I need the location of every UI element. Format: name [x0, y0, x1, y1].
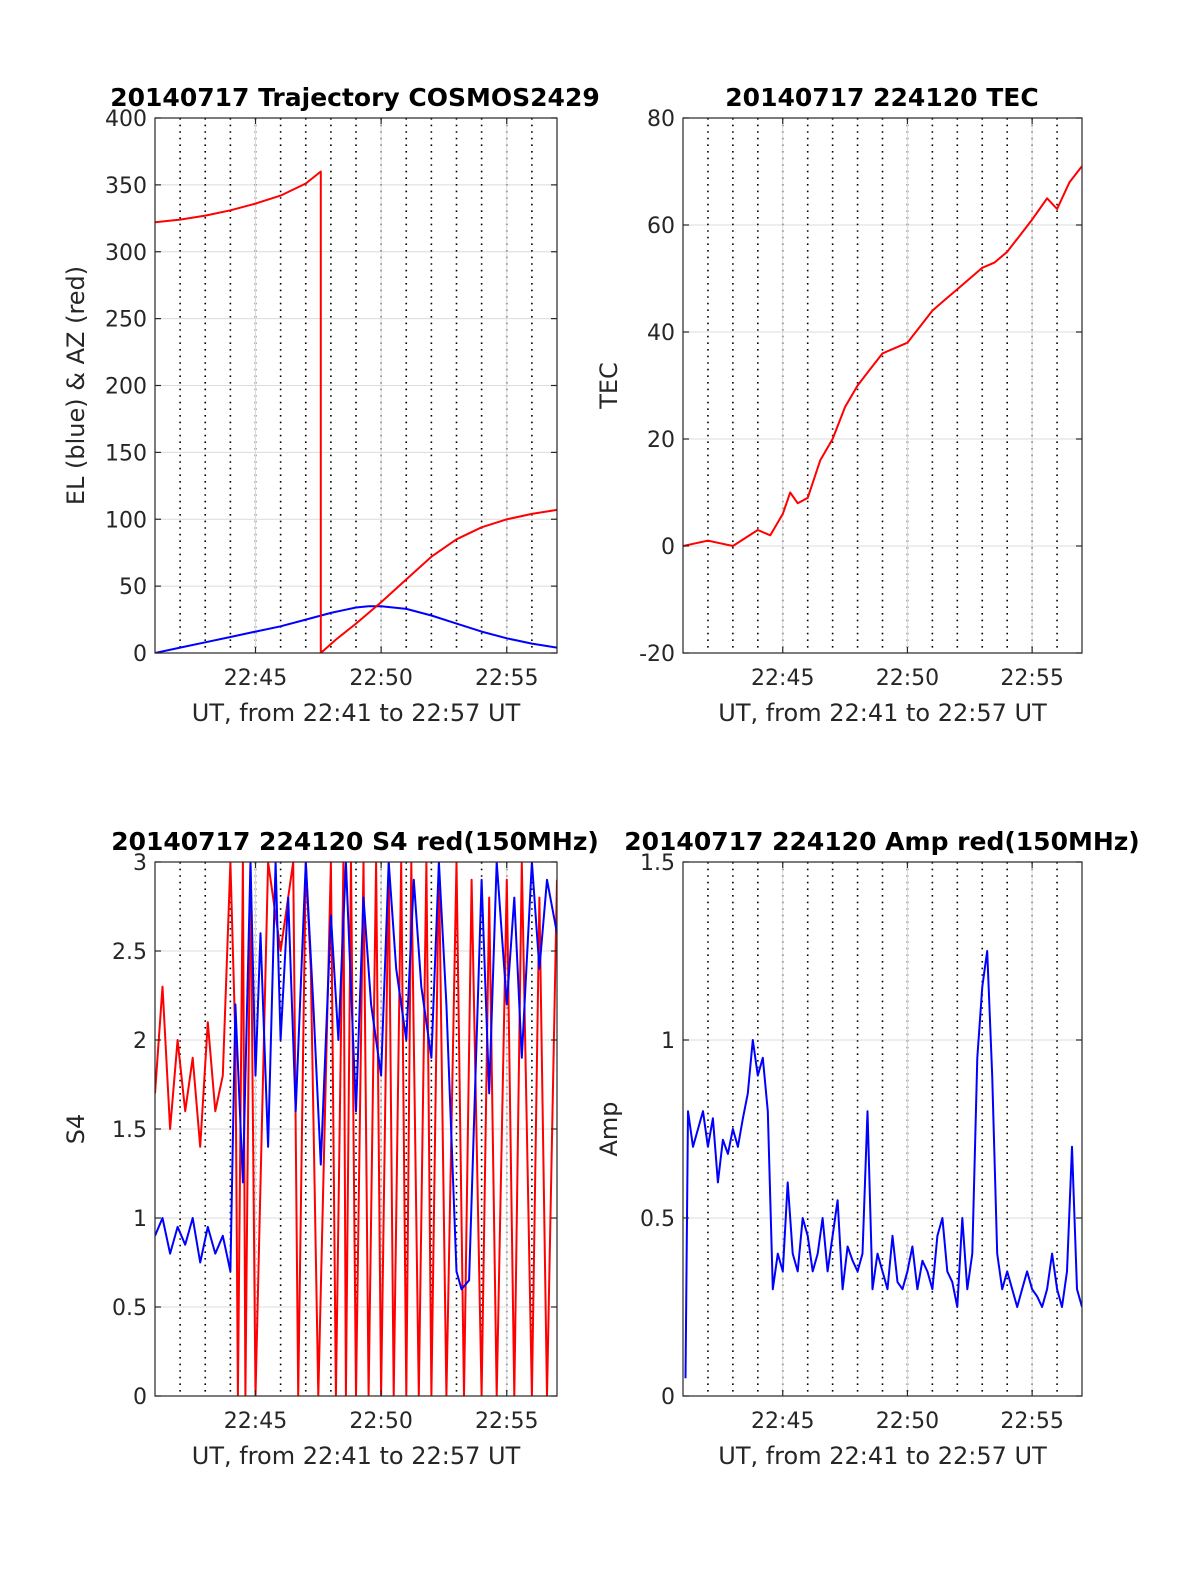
y-tick-label: 0 — [133, 642, 147, 667]
series-line-amp — [684, 950, 1082, 1379]
y-tick-label: 0.5 — [112, 1296, 147, 1321]
series-line-s4-red — [155, 862, 557, 1396]
chart-title: 20140717 224120 TEC — [725, 83, 1038, 112]
plot-frame — [682, 117, 1083, 654]
y-tick-label: 150 — [105, 441, 147, 466]
x-tick-label: 22:50 — [876, 666, 939, 691]
y-tick-label: 1.5 — [640, 851, 675, 876]
plot-frame — [682, 861, 1083, 1397]
y-tick-label: 80 — [647, 107, 675, 132]
y-axis-label: Amp — [595, 1101, 623, 1156]
x-tick-label: 22:45 — [751, 1409, 814, 1434]
chart-title: 20140717 224120 S4 red(150MHz) — [111, 827, 599, 856]
chart-s4: 0 0.5 1 1.5 2 2.5 3 22:45 22:50 22:55 20140717 224… — [62, 827, 599, 1470]
y-tick-label: -20 — [639, 642, 675, 667]
chart-title: 20140717 224120 Amp red(150MHz) — [624, 827, 1140, 856]
y-tick-label: 300 — [105, 241, 147, 266]
y-tick-label: 250 — [105, 308, 147, 333]
series-line-az — [155, 170, 557, 653]
x-tick-label: 22:55 — [1000, 666, 1063, 691]
y-axis-label: S4 — [62, 1114, 90, 1145]
series-line-tec — [683, 165, 1082, 547]
x-axis-label: UT, from 22:41 to 22:57 UT — [718, 1442, 1047, 1470]
x-axis-label: UT, from 22:41 to 22:57 UT — [192, 1442, 521, 1470]
series-line-el — [155, 605, 557, 653]
y-tick-label: 20 — [647, 428, 675, 453]
y-tick-label: 200 — [105, 375, 147, 400]
y-tick-label: 0 — [133, 1385, 147, 1410]
y-tick-label: 0.5 — [640, 1207, 675, 1232]
y-tick-label: 3 — [133, 851, 147, 876]
y-tick-label: 1 — [133, 1207, 147, 1232]
x-axis-label: UT, from 22:41 to 22:57 UT — [718, 699, 1047, 727]
y-tick-label: 40 — [647, 321, 675, 346]
y-tick-label: 2.5 — [112, 940, 147, 965]
x-tick-label: 22:55 — [475, 1409, 538, 1434]
y-tick-label: 2 — [133, 1029, 147, 1054]
y-tick-label: 0 — [661, 1385, 675, 1410]
y-tick-label: 350 — [105, 174, 147, 199]
chart-title: 20140717 Trajectory COSMOS2429 — [110, 83, 600, 112]
x-tick-label: 22:45 — [224, 1409, 287, 1434]
series-line-s4-blue — [155, 862, 557, 1291]
x-tick-label: 22:50 — [349, 666, 412, 691]
x-tick-label: 22:45 — [224, 666, 287, 691]
x-tick-label: 22:50 — [349, 1409, 412, 1434]
x-tick-label: 22:55 — [475, 666, 538, 691]
x-tick-label: 22:55 — [1000, 1409, 1063, 1434]
y-axis-label: EL (blue) & AZ (red) — [62, 266, 90, 505]
chart-tec: -20 0 20 40 60 80 22:45 22:50 22:55 20140717 2241… — [595, 83, 1083, 727]
x-axis-label: UT, from 22:41 to 22:57 UT — [192, 699, 521, 727]
y-axis-label: TEC — [595, 362, 623, 410]
x-tick-label: 22:45 — [751, 666, 814, 691]
x-tick-label: 22:50 — [876, 1409, 939, 1434]
chart-amp: 0 0.5 1 1.5 22:45 22:50 22:55 20140717 224120 A… — [595, 827, 1140, 1470]
chart-trajectory: 0 50 100 150 200 250 300 350 400 22:45 22:50 22:55 2… — [62, 83, 600, 727]
y-tick-label: 50 — [119, 575, 147, 600]
y-tick-label: 1.5 — [112, 1118, 147, 1143]
y-tick-label: 400 — [105, 107, 147, 132]
y-tick-label: 1 — [661, 1029, 675, 1054]
y-tick-label: 0 — [661, 535, 675, 560]
y-tick-label: 100 — [105, 508, 147, 533]
y-tick-label: 60 — [647, 214, 675, 239]
